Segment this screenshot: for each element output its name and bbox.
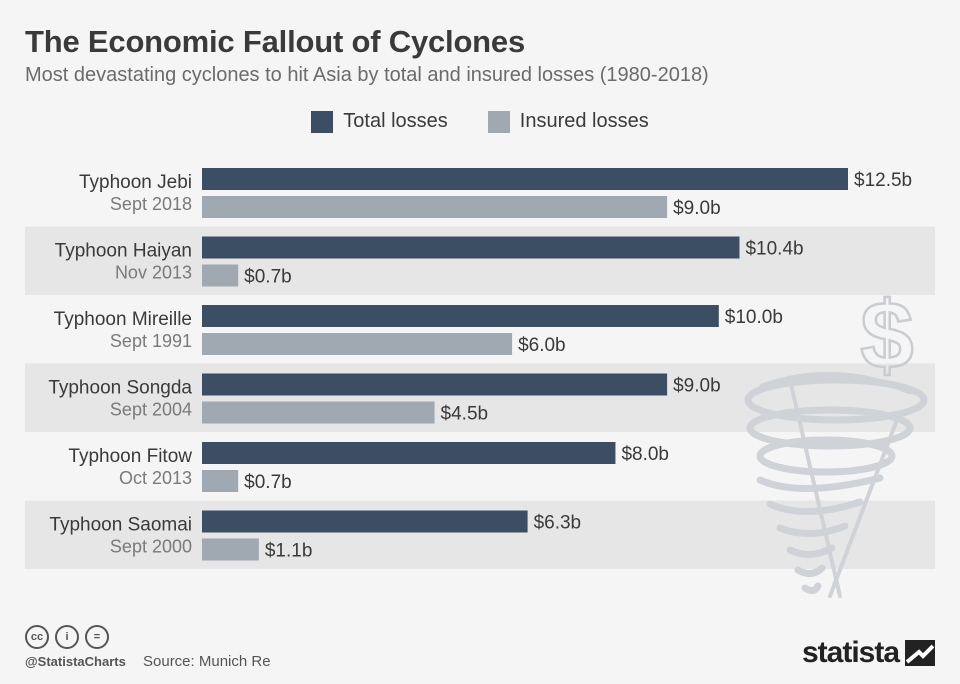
legend: Total losses Insured losses — [0, 110, 960, 133]
bar-total — [202, 236, 740, 259]
category-date-label: Sept 2018 — [110, 194, 192, 214]
data-label-total: $8.0b — [621, 444, 669, 465]
data-label-insured: $4.5b — [441, 404, 489, 425]
statista-logo: statista — [802, 636, 936, 670]
svg-text:$: $ — [860, 282, 913, 389]
source-note: Source: Munich Re — [143, 653, 271, 670]
category-label: Typhoon Jebi — [79, 172, 192, 193]
legend-swatch-insured — [487, 110, 510, 133]
category-label: Typhoon Mireille — [54, 309, 192, 330]
bar-insured — [202, 538, 259, 561]
bar-total — [202, 510, 528, 533]
data-label-total: $10.0b — [725, 307, 783, 328]
data-label-total: $12.5b — [854, 170, 912, 191]
statista-logo-icon — [905, 640, 936, 666]
category-label: Typhoon Fitow — [68, 446, 192, 467]
bar-insured — [202, 196, 668, 218]
dollar-sign-icon: $ — [859, 281, 915, 391]
data-label-insured: $9.0b — [673, 198, 721, 219]
category-date-label: Nov 2013 — [115, 263, 192, 283]
bar-total — [202, 442, 616, 464]
data-label-insured: $6.0b — [518, 335, 566, 356]
legend-label-insured: Insured losses — [519, 110, 649, 132]
statista-wordmark: statista — [802, 636, 900, 669]
bar-total — [202, 168, 848, 190]
category-label: Typhoon Songda — [48, 378, 192, 399]
category-date-label: Sept 2000 — [110, 537, 192, 557]
legend-label-total: Total losses — [343, 110, 448, 132]
cc-icon: cc — [25, 625, 49, 649]
category-label: Typhoon Saomai — [49, 515, 192, 536]
data-label-insured: $1.1b — [265, 541, 313, 562]
no-derivatives-icon: = — [85, 625, 109, 649]
bar-insured — [202, 264, 239, 287]
attribution-icon: i — [55, 625, 79, 649]
data-label-insured: $0.7b — [244, 267, 292, 288]
data-label-total: $10.4b — [745, 239, 803, 260]
data-label-insured: $0.7b — [244, 472, 292, 493]
data-label-total: $9.0b — [673, 376, 721, 397]
chart-subtitle: Most devastating cyclones to hit Asia by… — [25, 64, 709, 86]
license-icons: cc i = — [25, 625, 109, 649]
bar-total — [202, 373, 668, 396]
data-label-total: $6.3b — [534, 513, 582, 534]
category-date-label: Oct 2013 — [119, 468, 192, 488]
bar-insured — [202, 401, 435, 424]
tornado-icon — [744, 371, 928, 598]
bar-total — [202, 305, 719, 327]
category-date-label: Sept 1991 — [110, 331, 192, 351]
legend-item-insured: Insured losses — [487, 110, 649, 133]
chart-title: The Economic Fallout of Cyclones — [25, 24, 525, 59]
twitter-handle: @StatistaCharts — [25, 654, 126, 669]
legend-swatch-total — [311, 110, 334, 133]
category-label: Typhoon Haiyan — [55, 241, 192, 262]
bar-insured — [202, 333, 513, 355]
bar-insured — [202, 470, 239, 492]
legend-item-total: Total losses — [311, 110, 448, 133]
category-date-label: Sept 2004 — [110, 400, 192, 420]
